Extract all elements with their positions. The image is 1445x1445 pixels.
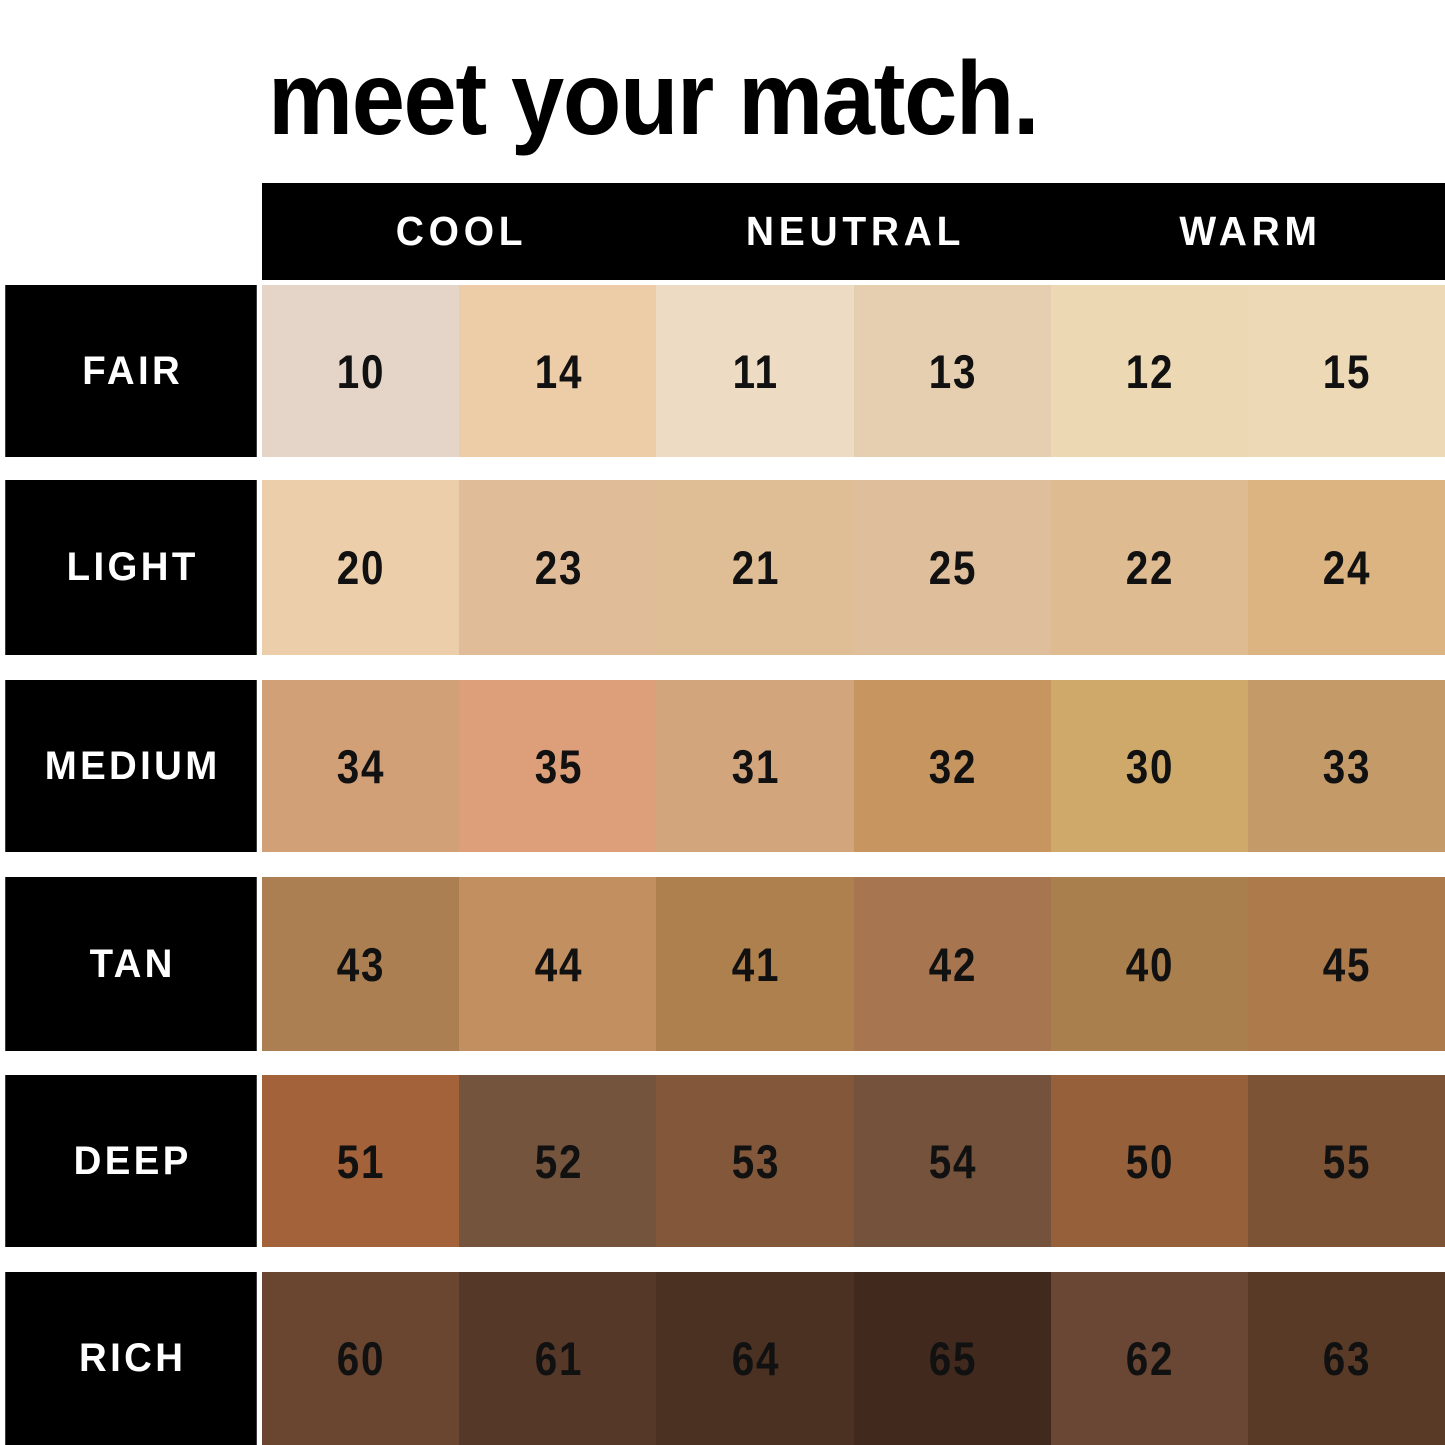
shade-swatch[interactable]: 52 [459, 1075, 657, 1247]
shade-swatch[interactable]: 54 [853, 1075, 1051, 1247]
shade-swatch[interactable]: 60 [262, 1272, 460, 1445]
shade-number: 64 [731, 1332, 780, 1385]
row-label-medium: MEDIUM [5, 680, 257, 852]
swatch-group: 10 14 11 13 12 15 [262, 285, 1445, 457]
shade-number: 54 [928, 1134, 978, 1188]
shade-number: 35 [534, 739, 583, 793]
row-label-deep: DEEP [5, 1075, 257, 1247]
shade-number: 21 [731, 541, 780, 594]
shade-swatch[interactable]: 65 [853, 1272, 1051, 1445]
shade-number: 41 [731, 937, 780, 991]
shade-swatch[interactable]: 25 [853, 480, 1051, 655]
shade-swatch[interactable]: 43 [262, 877, 460, 1051]
column-header-neutral: NEUTRAL [746, 208, 966, 254]
column-header-cool: COOL [395, 208, 528, 254]
shade-swatch[interactable]: 33 [1247, 680, 1445, 852]
shade-number: 40 [1125, 937, 1175, 991]
row-label-fair: FAIR [5, 285, 257, 457]
shade-swatch[interactable]: 44 [459, 877, 657, 1051]
shade-row: RICH 60 61 64 65 62 63 [0, 1272, 1445, 1445]
shade-swatch[interactable]: 20 [262, 480, 460, 655]
shade-swatch[interactable]: 11 [656, 285, 854, 457]
shade-number: 30 [1125, 739, 1175, 793]
swatch-group: 43 44 41 42 40 45 [262, 877, 1445, 1051]
swatch-group: 20 23 21 25 22 24 [262, 480, 1445, 655]
shade-swatch[interactable]: 53 [656, 1075, 854, 1247]
shade-swatch[interactable]: 31 [656, 680, 854, 852]
shade-number: 53 [731, 1134, 780, 1188]
shade-row: FAIR 10 14 11 13 12 15 [0, 285, 1445, 457]
shade-number: 25 [928, 541, 978, 594]
shade-number: 63 [1323, 1332, 1372, 1385]
shade-swatch[interactable]: 12 [1050, 285, 1248, 457]
shade-swatch[interactable]: 35 [459, 680, 657, 852]
shade-number: 62 [1125, 1332, 1175, 1385]
swatch-group: 60 61 64 65 62 63 [262, 1272, 1445, 1445]
shade-number: 61 [534, 1332, 583, 1385]
shade-row: TAN 43 44 41 42 40 45 [0, 877, 1445, 1051]
shade-swatch[interactable]: 13 [853, 285, 1051, 457]
shade-swatch[interactable]: 32 [853, 680, 1051, 852]
shade-swatch[interactable]: 40 [1050, 877, 1248, 1051]
shade-swatch[interactable]: 45 [1247, 877, 1445, 1051]
undertone-header-row: COOL NEUTRAL WARM [262, 183, 1445, 280]
shade-swatch[interactable]: 62 [1050, 1272, 1248, 1445]
shade-swatch[interactable]: 41 [656, 877, 854, 1051]
shade-number: 20 [337, 541, 386, 594]
shade-number: 42 [928, 937, 978, 991]
shade-swatch[interactable]: 10 [262, 285, 460, 457]
swatch-group: 51 52 53 54 50 55 [262, 1075, 1445, 1247]
shade-swatch[interactable]: 64 [656, 1272, 854, 1445]
shade-row: DEEP 51 52 53 54 50 55 [0, 1075, 1445, 1247]
shade-number: 55 [1323, 1134, 1372, 1188]
shade-swatch[interactable]: 55 [1247, 1075, 1445, 1247]
shade-number: 31 [731, 739, 780, 793]
shade-number: 15 [1323, 344, 1372, 398]
shade-row: MEDIUM 34 35 31 32 30 33 [0, 680, 1445, 852]
shade-swatch[interactable]: 42 [853, 877, 1051, 1051]
shade-row: LIGHT 20 23 21 25 22 24 [0, 480, 1445, 655]
shade-number: 14 [534, 344, 583, 398]
shade-swatch[interactable]: 34 [262, 680, 460, 852]
shade-swatch[interactable]: 51 [262, 1075, 460, 1247]
shade-swatch[interactable]: 22 [1050, 480, 1248, 655]
shade-swatch[interactable]: 30 [1050, 680, 1248, 852]
shade-number: 65 [928, 1332, 978, 1385]
shade-swatch[interactable]: 15 [1247, 285, 1445, 457]
column-header-warm: WARM [1179, 208, 1322, 254]
shade-swatch[interactable]: 14 [459, 285, 657, 457]
row-label-light: LIGHT [5, 480, 257, 655]
shade-swatch[interactable]: 21 [656, 480, 854, 655]
shade-number: 24 [1323, 541, 1372, 594]
shade-number: 50 [1125, 1134, 1175, 1188]
shade-number: 43 [337, 937, 386, 991]
shade-swatch[interactable]: 63 [1247, 1272, 1445, 1445]
shade-number: 10 [337, 344, 386, 398]
page-title: meet your match. [268, 41, 1040, 157]
shade-number: 22 [1125, 541, 1175, 594]
shade-number: 60 [337, 1332, 386, 1385]
shade-number: 45 [1323, 937, 1372, 991]
row-label-tan: TAN [5, 877, 257, 1051]
shade-swatch[interactable]: 24 [1247, 480, 1445, 655]
shade-number: 33 [1323, 739, 1372, 793]
shade-number: 52 [534, 1134, 583, 1188]
shade-number: 12 [1125, 344, 1175, 398]
shade-number: 34 [337, 739, 386, 793]
shade-number: 23 [534, 541, 583, 594]
swatch-group: 34 35 31 32 30 33 [262, 680, 1445, 852]
shade-number: 32 [928, 739, 978, 793]
shade-number: 13 [928, 344, 978, 398]
shade-swatch[interactable]: 61 [459, 1272, 657, 1445]
shade-number: 51 [337, 1134, 386, 1188]
shade-swatch[interactable]: 50 [1050, 1075, 1248, 1247]
shade-number: 44 [534, 937, 583, 991]
shade-number: 11 [732, 344, 779, 398]
shade-swatch[interactable]: 23 [459, 480, 657, 655]
row-label-rich: RICH [5, 1272, 257, 1445]
